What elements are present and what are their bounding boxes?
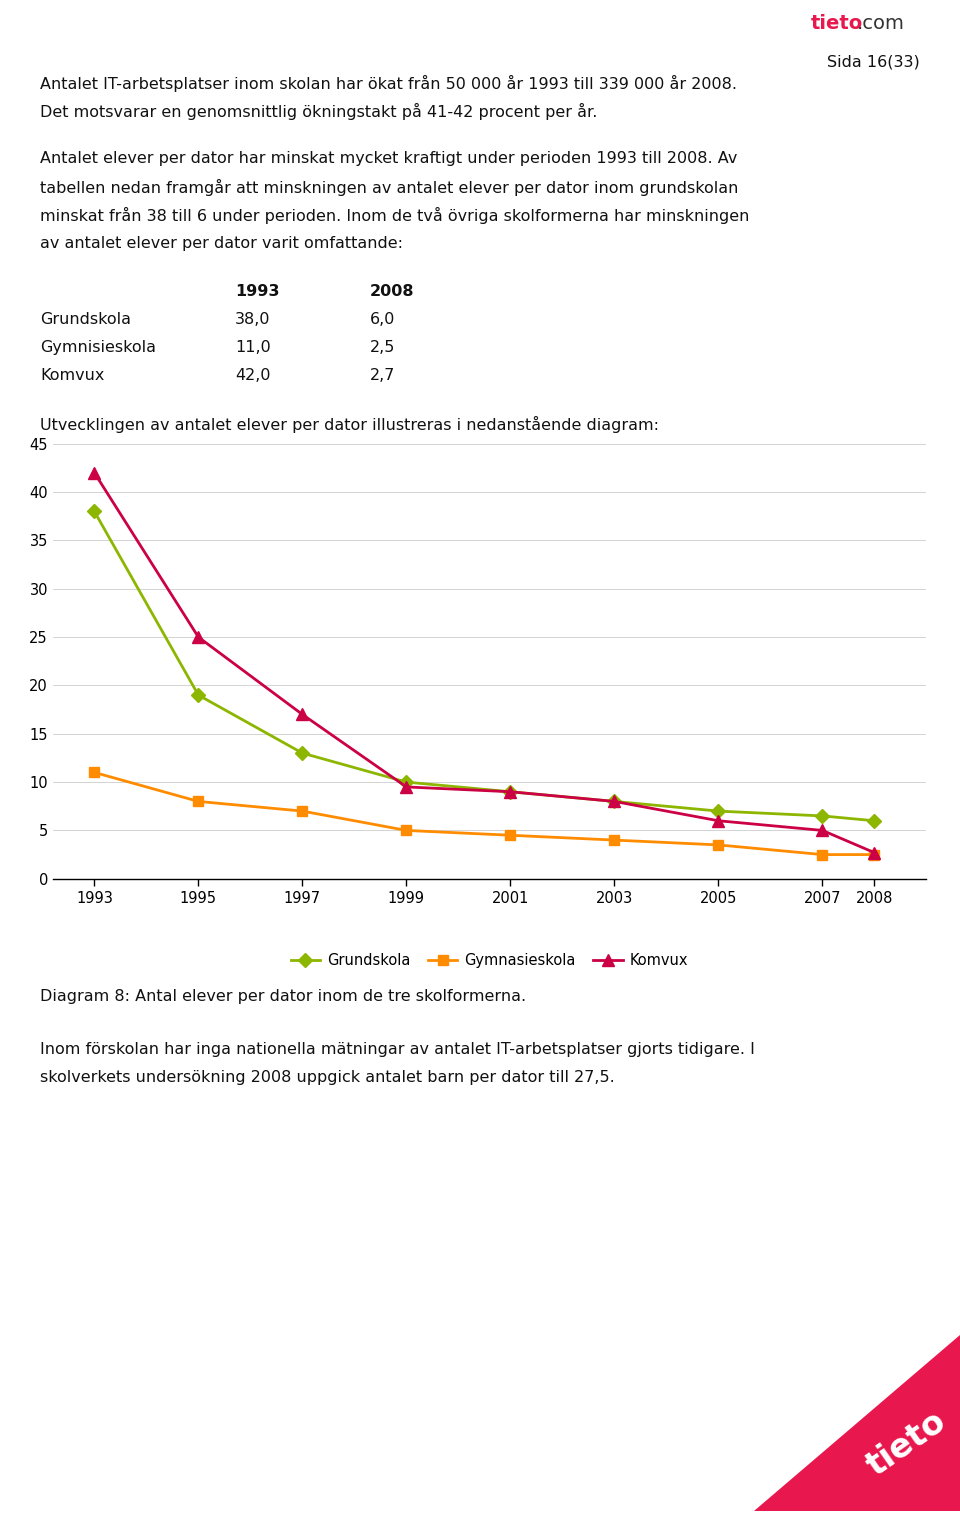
Legend: Grundskola, Gymnasieskola, Komvux: Grundskola, Gymnasieskola, Komvux: [285, 948, 694, 974]
Text: skolverkets undersökning 2008 uppgick antalet barn per dator till 27,5.: skolverkets undersökning 2008 uppgick an…: [40, 1070, 615, 1085]
Text: Antalet IT-arbetsplatser inom skolan har ökat från 50 000 år 1993 till 339 000 å: Antalet IT-arbetsplatser inom skolan har…: [40, 75, 737, 92]
Text: 1993: 1993: [235, 284, 279, 299]
Text: Sida 16(33): Sida 16(33): [827, 55, 920, 70]
Text: Grundskola: Grundskola: [40, 311, 132, 327]
Text: Det motsvarar en genomsnittlig ökningstakt på 41-42 procent per år.: Det motsvarar en genomsnittlig ökningsta…: [40, 104, 598, 121]
Text: 2,5: 2,5: [370, 340, 395, 356]
Text: .com: .com: [857, 14, 905, 34]
Text: av antalet elever per dator varit omfattande:: av antalet elever per dator varit omfatt…: [40, 235, 403, 250]
Text: tieto: tieto: [811, 14, 863, 34]
Text: Antalet elever per dator har minskat mycket kraftigt under perioden 1993 till 20: Antalet elever per dator har minskat myc…: [40, 151, 737, 166]
Text: 2008: 2008: [370, 284, 414, 299]
Text: tieto: tieto: [860, 1405, 952, 1483]
Text: Gymnisieskola: Gymnisieskola: [40, 340, 156, 356]
Text: 11,0: 11,0: [235, 340, 271, 356]
Text: 42,0: 42,0: [235, 368, 271, 383]
Text: Komvux: Komvux: [40, 368, 105, 383]
Text: 6,0: 6,0: [370, 311, 395, 327]
Text: 38,0: 38,0: [235, 311, 271, 327]
Polygon shape: [755, 1335, 960, 1511]
Text: Diagram 8: Antal elever per dator inom de tre skolformerna.: Diagram 8: Antal elever per dator inom d…: [40, 989, 526, 1004]
Text: tabellen nedan framgår att minskningen av antalet elever per dator inom grundsko: tabellen nedan framgår att minskningen a…: [40, 179, 738, 197]
Text: minskat från 38 till 6 under perioden. Inom de två övriga skolformerna har minsk: minskat från 38 till 6 under perioden. I…: [40, 208, 750, 224]
Text: 2,7: 2,7: [370, 368, 395, 383]
Text: Inom förskolan har inga nationella mätningar av antalet IT-arbetsplatser gjorts : Inom förskolan har inga nationella mätni…: [40, 1042, 756, 1058]
Text: Utvecklingen av antalet elever per dator illustreras i nedanstående diagram:: Utvecklingen av antalet elever per dator…: [40, 417, 660, 433]
